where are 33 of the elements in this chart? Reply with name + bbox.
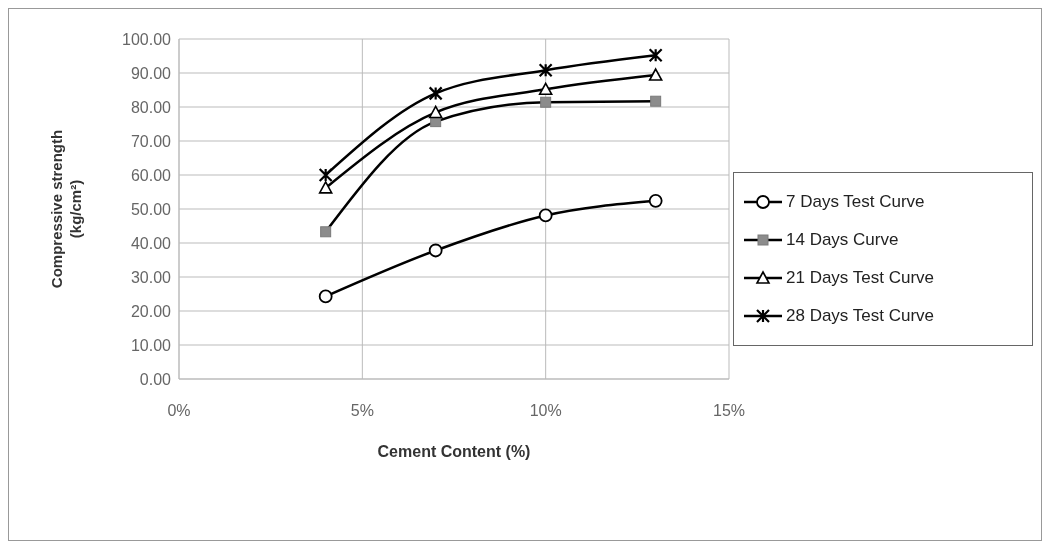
legend-label: 7 Days Test Curve — [786, 192, 925, 212]
point — [648, 193, 663, 208]
y-tick-label: 0.00 — [139, 370, 172, 388]
point — [648, 48, 663, 63]
y-tick-label: 40.00 — [130, 234, 172, 252]
y-tick-label: 70.00 — [130, 132, 172, 150]
x-tick-label: 15% — [712, 402, 746, 420]
point — [428, 243, 443, 258]
point — [428, 86, 443, 101]
point — [538, 63, 553, 78]
y-tick-label: 80.00 — [130, 98, 172, 116]
y-tick-label: 30.00 — [130, 268, 172, 286]
y-axis-title: Compressive strength (kg/cm²) — [48, 129, 84, 289]
y-tick-label: 60.00 — [130, 166, 172, 184]
point — [428, 105, 443, 119]
y-tick-label: 90.00 — [130, 64, 172, 82]
x-axis-title: Cement Content (%) — [377, 443, 531, 460]
legend-label: 14 Days Curve — [786, 230, 899, 250]
point — [318, 289, 333, 304]
y-tick-label: 10.00 — [130, 336, 172, 354]
y-tick-label: 50.00 — [130, 200, 172, 218]
legend-label: 28 Days Test Curve — [786, 306, 935, 326]
x-tick-label: 0% — [167, 402, 191, 420]
x-tick-label: 5% — [350, 402, 374, 420]
point — [318, 167, 333, 183]
legend-label: 21 Days Test Curve — [786, 268, 935, 288]
point — [538, 82, 553, 96]
point — [648, 68, 663, 81]
y-tick-label: 100.00 — [122, 30, 172, 48]
y-tick-label: 20.00 — [130, 302, 172, 320]
x-tick-label: 10% — [529, 402, 562, 420]
point — [538, 208, 553, 223]
point — [318, 181, 333, 194]
